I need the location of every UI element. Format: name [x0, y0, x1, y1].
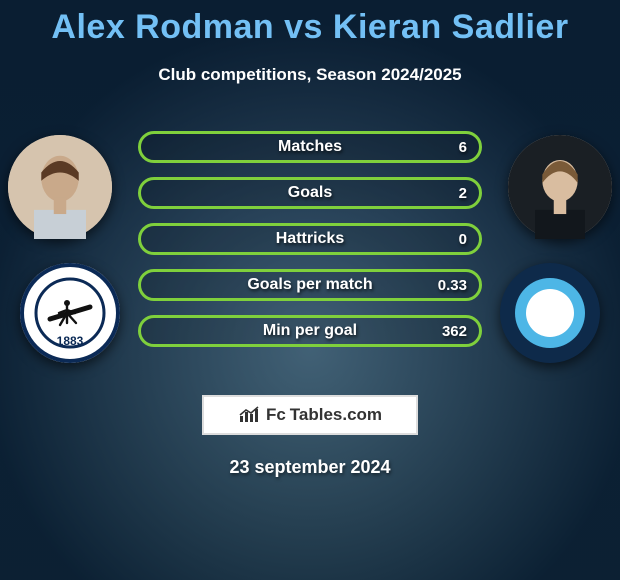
stat-label: Min per goal [263, 322, 357, 340]
stat-label: Hattricks [276, 230, 344, 248]
brand-rest: Tables.com [290, 405, 382, 425]
player-left-club-badge: 1883 [20, 263, 120, 363]
stat-label: Goals [288, 184, 332, 202]
stat-bars: Matches 6 Goals 2 Hattricks 0 Goals per … [138, 131, 482, 347]
player-right-avatar [508, 135, 612, 239]
stat-value: 6 [459, 139, 467, 156]
player-left-avatar [8, 135, 112, 239]
date-text: 23 september 2024 [0, 457, 620, 478]
stat-row: Goals per match 0.33 [138, 269, 482, 301]
stat-value: 362 [442, 323, 467, 340]
subtitle: Club competitions, Season 2024/2025 [0, 65, 620, 85]
stat-row: Matches 6 [138, 131, 482, 163]
page-title: Alex Rodman vs Kieran Sadlier [0, 0, 620, 47]
svg-text:1883: 1883 [57, 334, 84, 348]
stat-row: Goals 2 [138, 177, 482, 209]
stat-row: Hattricks 0 [138, 223, 482, 255]
brand-badge: FcTables.com [202, 395, 418, 435]
brand-fc: Fc [266, 405, 286, 425]
stat-row: Min per goal 362 [138, 315, 482, 347]
stat-label: Goals per match [247, 276, 372, 294]
compare-area: 1883 Matches 6 Goals 2 Hattricks 0 [0, 123, 620, 373]
stat-value: 2 [459, 185, 467, 202]
stat-value: 0 [459, 231, 467, 248]
player-right-club-badge [500, 263, 600, 363]
comparison-card: Alex Rodman vs Kieran Sadlier Club compe… [0, 0, 620, 478]
stat-value: 0.33 [438, 277, 467, 294]
stat-label: Matches [278, 138, 342, 156]
chart-icon [238, 406, 260, 424]
